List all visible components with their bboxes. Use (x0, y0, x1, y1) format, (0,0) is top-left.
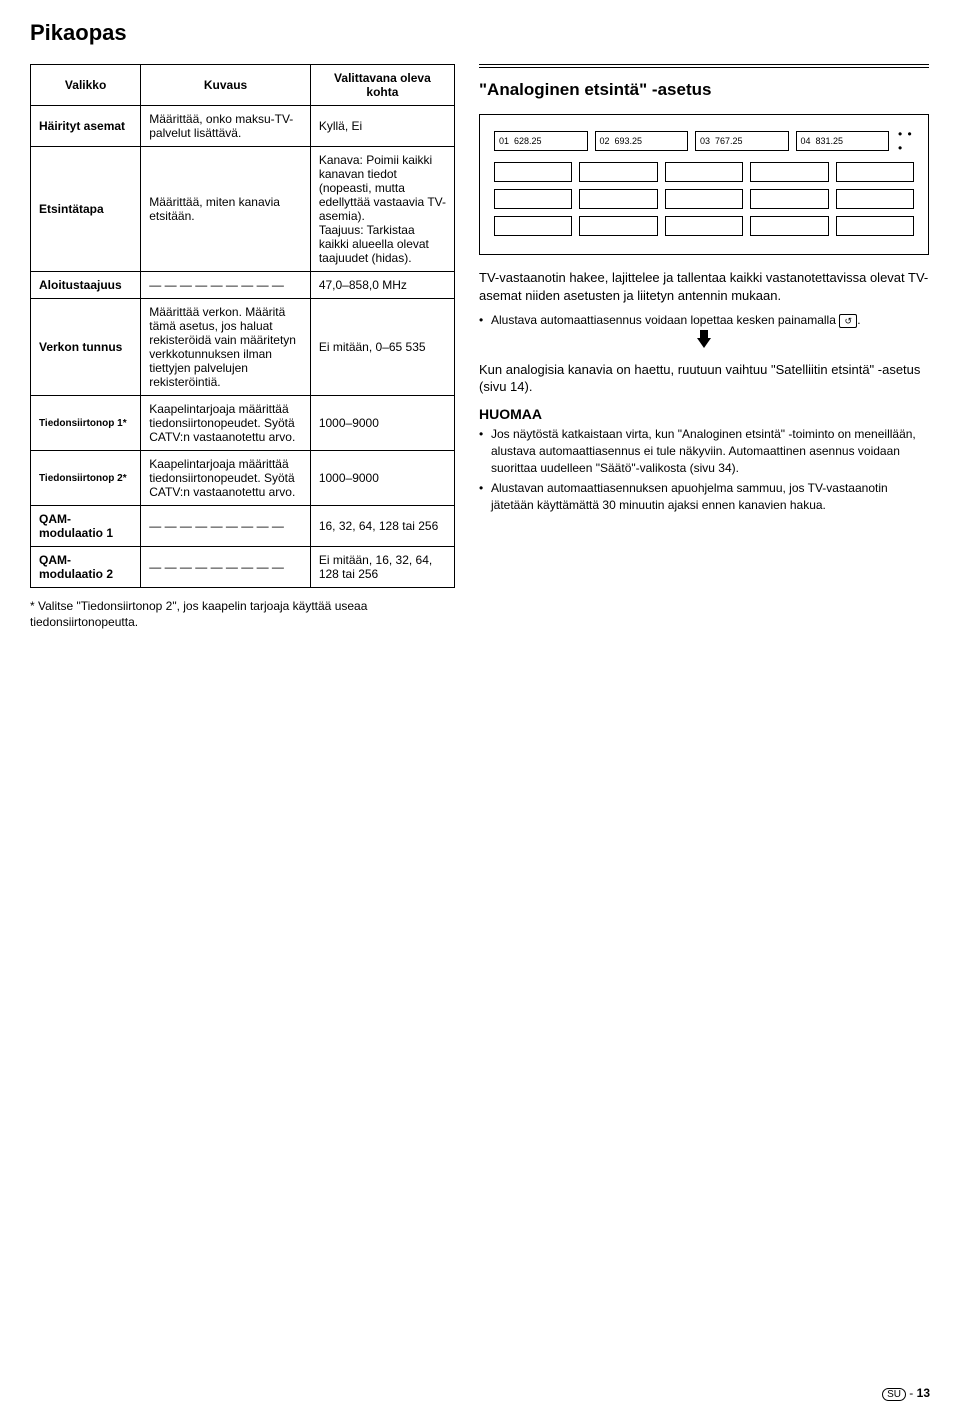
th-kuvaus: Kuvaus (141, 65, 311, 106)
table-row: Etsintätapa Määrittää, miten kanavia ets… (31, 147, 455, 272)
cell-value: 47,0–858,0 MHz (310, 272, 454, 299)
channel-cell: 01 628.25 (494, 131, 588, 151)
cell-value: Kyllä, Ei (310, 106, 454, 147)
cell-kuvaus: — — — — — — — — — (141, 506, 311, 547)
cell-valikko: Aloitustaajuus (31, 272, 141, 299)
cell-kuvaus: Kaapelintarjoaja määrittää tiedonsiirton… (141, 451, 311, 506)
cell-valikko: Tiedonsiirtonop 2* (31, 451, 141, 506)
description-1: TV-vastaanotin hakee, lajittelee ja tall… (479, 269, 929, 304)
channel-empty (750, 216, 828, 236)
cell-kuvaus: — — — — — — — — — (141, 547, 311, 588)
bullet-item: Alustava automaattiasennus voidaan lopet… (479, 312, 929, 329)
channel-empty (579, 216, 657, 236)
table-row: Tiedonsiirtonop 2* Kaapelintarjoaja määr… (31, 451, 455, 506)
note-label: HUOMAA (479, 406, 929, 422)
table-row: Verkon tunnus Määrittää verkon. Määritä … (31, 299, 455, 396)
channel-search-box: 01 628.25 02 693.25 03 767.25 04 831.25 … (479, 114, 929, 255)
table-row: Aloitustaajuus — — — — — — — — — 47,0–85… (31, 272, 455, 299)
cell-value: 16, 32, 64, 128 tai 256 (310, 506, 454, 547)
channel-empty (665, 216, 743, 236)
page-footer: SU - 13 (882, 1386, 930, 1400)
cell-valikko: QAM-modulaatio 2 (31, 547, 141, 588)
right-heading: "Analoginen etsintä" -asetus (479, 80, 929, 100)
channel-empty (750, 162, 828, 182)
cell-value: Ei mitään, 0–65 535 (310, 299, 454, 396)
cell-kuvaus: Määrittää, miten kanavia etsitään. (141, 147, 311, 272)
heading-divider (479, 64, 929, 68)
cell-valikko: Häirityt asemat (31, 106, 141, 147)
channel-empty (579, 189, 657, 209)
channel-empty (836, 189, 914, 209)
channel-empty (665, 162, 743, 182)
page-title: Pikaopas (30, 20, 930, 46)
cell-kuvaus: Kaapelintarjoaja määrittää tiedonsiirton… (141, 396, 311, 451)
bullet-item: Jos näytöstä katkaistaan virta, kun "Ana… (479, 426, 929, 476)
table-row: QAM-modulaatio 2 — — — — — — — — — Ei mi… (31, 547, 455, 588)
cell-valikko: QAM-modulaatio 1 (31, 506, 141, 547)
cell-valikko: Tiedonsiirtonop 1* (31, 396, 141, 451)
cell-value: 1000–9000 (310, 451, 454, 506)
cell-value: Ei mitään, 16, 32, 64, 128 tai 256 (310, 547, 454, 588)
bullet-item: Alustavan automaattiasennuksen apuohjelm… (479, 480, 929, 514)
ellipsis-icon: • • • (896, 127, 914, 155)
th-valittavana: Valittavana oleva kohta (310, 65, 454, 106)
down-arrow-icon (697, 338, 711, 348)
footnote: * Valitse "Tiedonsiirtonop 2", jos kaape… (30, 598, 455, 630)
table-row: Tiedonsiirtonop 1* Kaapelintarjoaja määr… (31, 396, 455, 451)
cell-kuvaus: Määrittää verkon. Määritä tämä asetus, j… (141, 299, 311, 396)
channel-empty (836, 216, 914, 236)
cell-value: Kanava: Poimii kaikki kanavan tiedot (no… (310, 147, 454, 272)
th-valikko: Valikko (31, 65, 141, 106)
cell-kuvaus: Määrittää, onko maksu-TV-palvelut lisätt… (141, 106, 311, 147)
region-badge: SU (882, 1388, 906, 1401)
channel-cell: 04 831.25 (796, 131, 890, 151)
table-row: QAM-modulaatio 1 — — — — — — — — — 16, 3… (31, 506, 455, 547)
channel-empty (494, 216, 572, 236)
channel-empty (836, 162, 914, 182)
cell-valikko: Verkon tunnus (31, 299, 141, 396)
channel-empty (494, 162, 572, 182)
cell-valikko: Etsintätapa (31, 147, 141, 272)
settings-table: Valikko Kuvaus Valittavana oleva kohta H… (30, 64, 455, 588)
channel-cell: 02 693.25 (595, 131, 689, 151)
table-row: Häirityt asemat Määrittää, onko maksu-TV… (31, 106, 455, 147)
channel-empty (579, 162, 657, 182)
channel-empty (665, 189, 743, 209)
cell-kuvaus: — — — — — — — — — (141, 272, 311, 299)
description-2: Kun analogisia kanavia on haettu, ruutuu… (479, 361, 929, 396)
channel-empty (494, 189, 572, 209)
return-icon: ↺ (839, 314, 857, 328)
channel-empty (750, 189, 828, 209)
cell-value: 1000–9000 (310, 396, 454, 451)
channel-cell: 03 767.25 (695, 131, 789, 151)
